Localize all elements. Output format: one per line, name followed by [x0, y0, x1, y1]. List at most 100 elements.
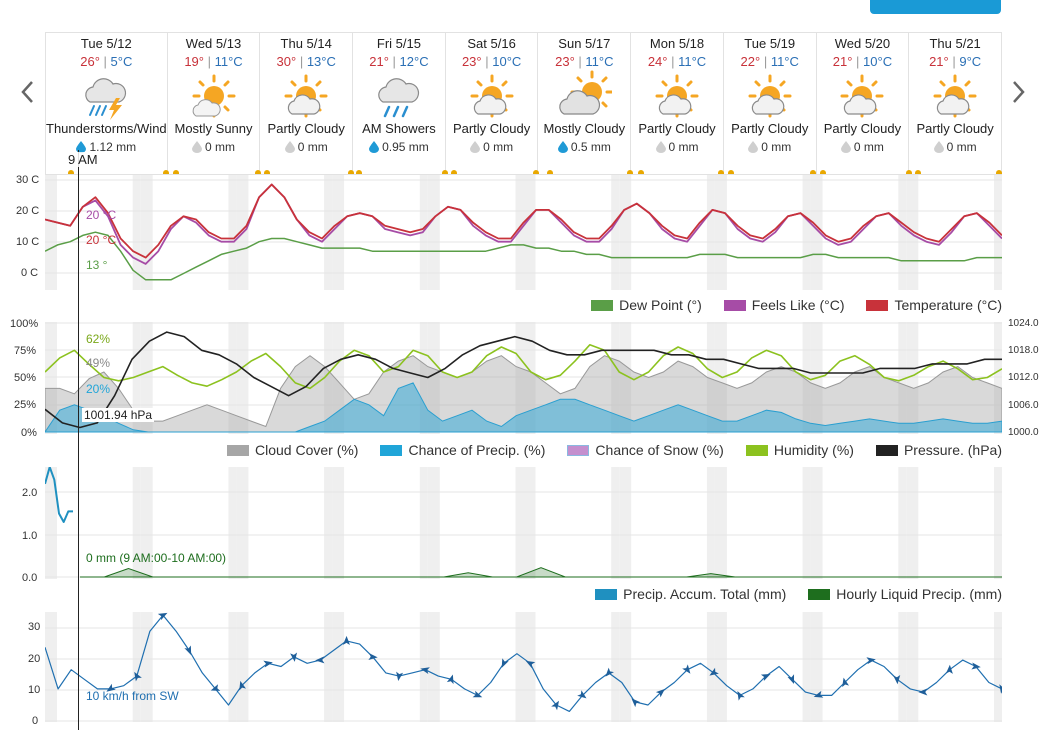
pressure-line	[45, 331, 1002, 429]
wind-arrow-head	[577, 690, 587, 699]
wind-arrow-head	[157, 612, 168, 621]
prev-arrow-icon[interactable]	[18, 78, 38, 106]
day-precip: 1.12 mm	[46, 140, 167, 154]
legend-pressure[interactable]: Pressure. (hPa)	[875, 442, 1002, 458]
wind-arrow-head	[106, 683, 116, 692]
night-band	[898, 612, 907, 722]
wind-arrow-head	[737, 691, 745, 701]
day-date: Wed 5/20	[834, 36, 891, 51]
day-condition: Partly Cloudy	[267, 121, 345, 136]
wind-arrow-head	[420, 667, 430, 675]
legend-chance-precip[interactable]: Chance of Precip. (%)	[380, 442, 545, 458]
night-band	[419, 612, 428, 722]
day-column[interactable]: Tue 5/12 26° | 5°C Thunderstorms/Wind 1.12 …	[46, 33, 170, 174]
day-column[interactable]: Sat 5/16 23° | 10°C Partly Cloudy 0 mm	[446, 33, 539, 174]
sun-marks	[817, 168, 912, 174]
feels-like-cursor-label: 20 °C	[86, 208, 117, 222]
wind-arrow-head	[682, 664, 691, 674]
day-precip: 0 mm	[446, 140, 538, 154]
precipitation-chart	[45, 467, 1002, 579]
legend-feels-like[interactable]: Feels Like (°C)	[723, 297, 844, 313]
night-band	[523, 612, 536, 722]
wind-arrow-icon	[631, 698, 641, 708]
wind-arrow-icon	[760, 673, 771, 681]
time-cursor-line[interactable]	[78, 150, 79, 730]
day-temps: 21° | 12°C	[369, 54, 429, 69]
wind-arrow-head	[342, 635, 350, 645]
night-band	[515, 612, 524, 722]
partly-cloudy-icon	[446, 70, 538, 120]
wind-arrow-icon	[655, 688, 665, 698]
wind-arrow-head	[605, 667, 614, 677]
sun-marks	[631, 168, 725, 174]
wind-arrow-icon	[184, 645, 192, 656]
low-temp: 11°C	[214, 54, 243, 69]
wind-arrow-icon	[290, 652, 298, 662]
day-date: Sun 5/17	[558, 36, 611, 51]
temperature-line	[45, 183, 1002, 259]
day-column[interactable]: Wed 5/13 19° | 11°C Mostly Sunny 0 mm	[168, 33, 261, 174]
drop-icon	[192, 141, 202, 153]
wind-arrow-head	[472, 690, 483, 698]
legend-hourly-precip[interactable]: Hourly Liquid Precip. (mm)	[808, 586, 1002, 602]
night-band	[140, 175, 153, 290]
night-band	[523, 467, 536, 579]
top-action-button[interactable]	[870, 0, 1001, 14]
pressure-y-tick: 1024.0	[1008, 318, 1039, 329]
night-band	[619, 467, 632, 579]
day-column[interactable]: Thu 5/21 21° | 9°C Partly Cloudy 0 mm	[909, 33, 1003, 174]
partly-cloudy-icon	[909, 70, 1001, 120]
wind-arrow-head	[813, 690, 824, 698]
high-temp: 26°	[80, 54, 100, 69]
day-column[interactable]: Wed 5/20 21° | 10°C Partly Cloudy 0 mm	[817, 33, 912, 174]
legend-chance-snow[interactable]: Chance of Snow (%)	[567, 442, 724, 458]
wind-arrow-head	[787, 674, 795, 684]
low-temp: 11°C	[770, 54, 799, 69]
temp-y-tick: 0 C	[21, 267, 39, 279]
night-band	[994, 612, 1002, 722]
night-band	[619, 175, 632, 290]
night-band	[515, 322, 524, 434]
night-band	[906, 612, 919, 722]
legend-humidity[interactable]: Humidity (%)	[745, 442, 854, 458]
wind-arrow-head	[866, 657, 876, 665]
feels-like-line	[45, 183, 1002, 265]
wind-arrow-head	[396, 671, 404, 682]
day-precip: 0 mm	[909, 140, 1001, 154]
dew-point-line	[45, 231, 1002, 281]
night-band	[324, 467, 333, 579]
day-condition: Thunderstorms/Wind	[46, 121, 167, 136]
day-column[interactable]: Thu 5/14 30° | 13°C Partly Cloudy 0 mm	[260, 33, 355, 174]
temp-y-tick: 20 C	[16, 205, 40, 217]
temp-y-tick: 30 C	[16, 174, 40, 186]
wind-arrow-head	[945, 664, 953, 674]
pressure-y-tick: 1006.0	[1008, 400, 1039, 411]
legend-cloud-cover[interactable]: Cloud Cover (%)	[226, 442, 358, 458]
low-temp: 10°C	[492, 54, 522, 69]
day-column[interactable]: Fri 5/15 21° | 12°C AM Showers 0.95 mm	[353, 33, 448, 174]
temp-y-tick: 10 C	[16, 236, 40, 248]
legend-precip-accum[interactable]: Precip. Accum. Total (mm)	[595, 586, 786, 602]
day-column[interactable]: Tue 5/19 22° | 11°C Partly Cloudy 0 mm	[724, 33, 817, 174]
next-arrow-icon[interactable]	[1008, 78, 1028, 106]
dew-point-cursor-label: 13 °	[86, 258, 108, 272]
wind-arrow-icon	[239, 680, 247, 691]
wind-arrow-head	[893, 675, 901, 685]
legend-dew-point[interactable]: Dew Point (°)	[591, 297, 702, 313]
drop-icon	[655, 141, 666, 153]
day-column[interactable]: Sun 5/17 23° | 11°C Mostly Cloudy 0.5 mm	[538, 33, 633, 174]
wind-arrow-icon	[157, 612, 168, 621]
mostly-cloudy-icon	[538, 70, 630, 120]
drop-icon	[470, 141, 481, 153]
wind-arrow-head	[501, 658, 509, 668]
high-temp: 19°	[184, 54, 204, 69]
legend-temperature[interactable]: Temperature (°C)	[866, 297, 1002, 313]
drop-icon	[748, 141, 759, 153]
low-temp: 12°C	[399, 54, 429, 69]
cloud-humidity-chart	[45, 322, 1002, 434]
pressure-cursor-label: 1001.94 hPa	[82, 408, 155, 422]
precip-accum-line	[45, 467, 73, 523]
day-column[interactable]: Mon 5/18 24° | 11°C Partly Cloudy 0 mm	[631, 33, 725, 174]
night-band	[228, 467, 237, 579]
wind-arrow-icon	[134, 671, 142, 682]
